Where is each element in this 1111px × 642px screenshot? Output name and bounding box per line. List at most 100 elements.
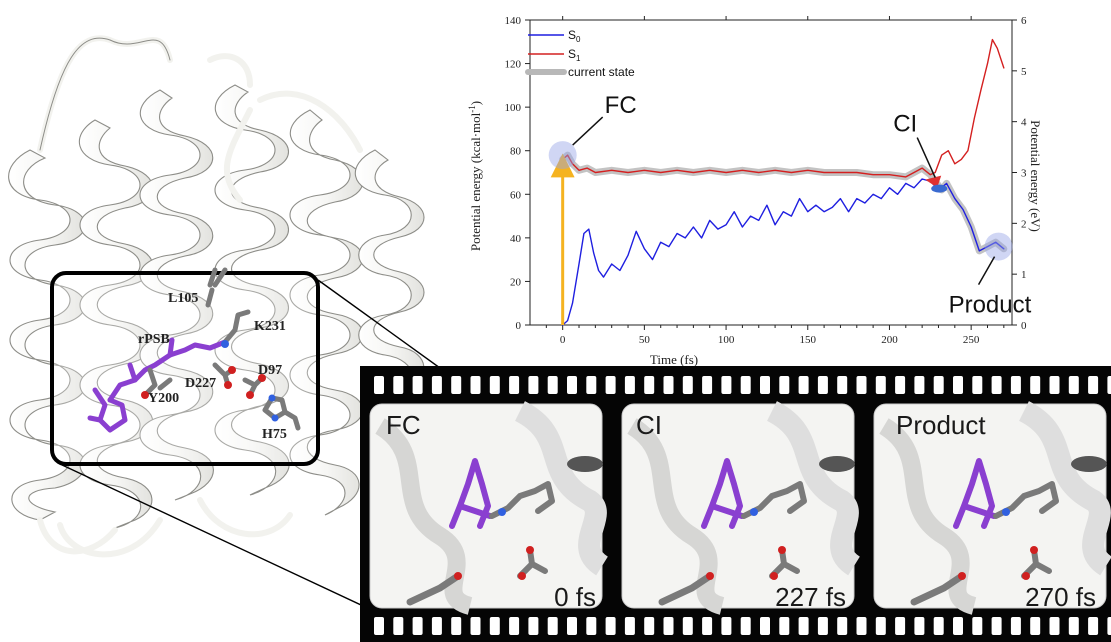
fc-pointer (572, 116, 604, 146)
sprocket-hole-bottom (412, 617, 423, 635)
series-line-current-state (559, 151, 1008, 255)
y-right-tick-label: 0 (1021, 320, 1027, 332)
x-tick-label: 150 (800, 334, 817, 346)
heteroatoms (141, 340, 279, 422)
y-axis-left-label-sup: -1 (467, 105, 477, 113)
frame-lysine (489, 481, 555, 519)
frame-time-ci: 227 fs (775, 582, 846, 612)
frame-oxygen (778, 546, 786, 554)
sprocket-hole-bottom (644, 617, 655, 635)
sprocket-hole-bottom (721, 617, 732, 635)
sprocket-hole-top (1107, 376, 1111, 394)
sprocket-hole-top (470, 376, 481, 394)
y-left-tick-label: 20 (510, 276, 522, 288)
sprocket-hole-top (663, 376, 674, 394)
sprocket-hole-bottom (1010, 617, 1021, 635)
product-annotation: Product (949, 292, 1032, 319)
sprocket-hole-top (1088, 376, 1099, 394)
sprocket-hole-bottom (837, 617, 848, 635)
sprocket-hole-top (798, 376, 809, 394)
y-left-tick-label: 60 (510, 189, 522, 201)
x-axis-label: Time (fs) (650, 352, 698, 367)
frame-nitrogen (750, 508, 758, 516)
sprocket-hole-top (489, 376, 500, 394)
sprocket-hole-bottom (856, 617, 867, 635)
sprocket-hole-top (779, 376, 790, 394)
sprocket-hole-top (953, 376, 963, 394)
sprocket-hole-top (393, 376, 404, 394)
ci-cone-blue (931, 184, 948, 193)
sprocket-hole-bottom (953, 617, 963, 635)
frame-oxygen (958, 572, 966, 580)
snapshot-frame-product (873, 401, 1111, 615)
frame-oxygen (454, 572, 462, 580)
frame-oxygen (706, 572, 714, 580)
y-left-tick-label: 100 (505, 102, 522, 114)
frame-residue (910, 572, 966, 606)
sprocket-hole-top (644, 376, 655, 394)
sprocket-hole-top (740, 376, 751, 394)
sprocket-hole-top (914, 376, 925, 394)
sprocket-hole-top (856, 376, 867, 394)
sprocket-hole-bottom (1049, 617, 1060, 635)
sprocket-hole-bottom (663, 617, 674, 635)
sprocket-hole-bottom (991, 617, 1002, 635)
frame-retinal (449, 458, 493, 529)
y-right-tick-label: 4 (1021, 117, 1027, 129)
sprocket-hole-bottom (1088, 617, 1099, 635)
sprocket-hole-top (837, 376, 848, 394)
sprocket-hole-bottom (798, 617, 809, 635)
sprocket-hole-top (586, 376, 597, 394)
ci-cone-red (925, 175, 942, 188)
sprocket-hole-bottom (489, 617, 500, 635)
sprocket-hole-bottom (431, 617, 442, 635)
x-tick-label: 250 (963, 334, 980, 346)
series-line-s0 (561, 178, 1005, 326)
sprocket-hole-top (991, 376, 1002, 394)
frame-label-ci: CI (636, 410, 662, 440)
sprocket-hole-top (431, 376, 442, 394)
fc-annotation: FC (605, 92, 637, 119)
snapshot-frame-ci (621, 401, 861, 615)
sprocket-hole-top (412, 376, 423, 394)
label-rpsb: rPSB (138, 332, 170, 347)
sprocket-hole-bottom (682, 617, 693, 635)
sprocket-hole-top (817, 376, 828, 394)
ci-pointer (916, 137, 936, 178)
sprocket-hole-bottom (1107, 617, 1111, 635)
sprocket-hole-top (682, 376, 693, 394)
frame-lysine (741, 481, 807, 519)
sprocket-hole-bottom (567, 617, 577, 635)
sprocket-hole-top (1068, 376, 1079, 394)
protein-residue-sticks (142, 267, 301, 431)
legend-label-s1: S1 (568, 47, 581, 63)
filmstrip: FC 0 fs CI 227 fs Product 270 fs (360, 366, 1111, 642)
y-left-tick-label: 40 (510, 233, 522, 245)
frame-helix (626, 418, 725, 615)
frame-residue (658, 572, 714, 606)
protein-structure-panel: L105 K231 rPSB D227 D97 Y200 H75 (8, 35, 440, 642)
frame-nitrogen (1002, 508, 1010, 516)
sprocket-hole-top (933, 376, 944, 394)
filmstrip-graphics (369, 376, 1111, 635)
label-d227: D227 (185, 376, 216, 391)
frame-lysine (993, 481, 1059, 519)
sprocket-hole-top (760, 376, 770, 394)
sprocket-hole-bottom (740, 617, 751, 635)
frame-oxygen (518, 572, 526, 580)
product-marker (984, 232, 1013, 261)
legend-label-s0: S0 (568, 28, 581, 44)
frame-helix (514, 401, 609, 576)
y-left-tick-label: 120 (505, 59, 522, 71)
frame-nitrogen (498, 508, 506, 516)
frame-time-product: 270 fs (1025, 582, 1096, 612)
sprocket-hole-top (1049, 376, 1060, 394)
loop-strands (37, 35, 363, 558)
frame-retinal (953, 458, 997, 529)
frame-time-fc: 0 fs (554, 582, 596, 612)
y-right-tick-label: 2 (1021, 218, 1027, 230)
helix-ribbons (8, 84, 425, 529)
sprocket-hole-bottom (586, 617, 597, 635)
sprocket-hole-top (624, 376, 635, 394)
label-d97: D97 (258, 363, 282, 378)
